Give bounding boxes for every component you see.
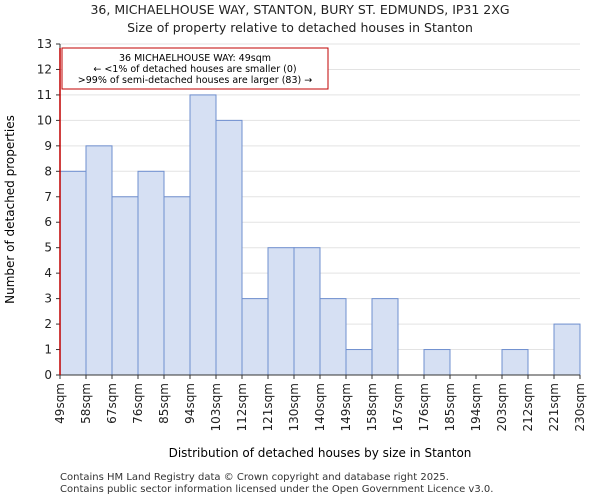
x-tick-label-130sqm: 130sqm [287,383,301,431]
x-tick-label-221sqm: 221sqm [547,383,561,431]
x-tick-label-230sqm: 230sqm [573,383,587,431]
y-tick-label-12: 12 [37,62,52,76]
bar-49sqm [59,170,87,376]
x-tick-label-121sqm: 121sqm [261,383,275,431]
y-tick-label-6: 6 [44,215,52,229]
chart-title: 36, MICHAELHOUSE WAY, STANTON, BURY ST. … [90,2,510,17]
footer-line-1: Contains HM Land Registry data © Crown c… [60,472,449,483]
bar-176sqm [423,349,451,376]
y-axis-label: Number of detached properties [3,115,17,304]
y-tick-label-2: 2 [44,317,52,331]
annotation-line-1: 36 MICHAELHOUSE WAY: 49sqm [119,53,271,64]
bar-203sqm [501,349,529,376]
x-tick-label-94sqm: 94sqm [183,383,197,424]
x-tick-label-167sqm: 167sqm [391,383,405,431]
bar-112sqm [241,298,269,376]
bar-76sqm [137,170,165,376]
bar-103sqm [215,119,243,376]
y-tick-label-3: 3 [44,292,52,306]
x-axis-ticks: 49sqm 58sqm 67sqm 76sqm 85sqm 94sqm 103sqm 112s… [53,375,587,431]
bar-140sqm [319,298,347,376]
bar-94sqm [189,94,217,376]
bar-149sqm [345,349,373,376]
x-tick-label-203sqm: 203sqm [495,383,509,431]
y-tick-label-10: 10 [37,113,52,127]
bar-121sqm [267,247,295,376]
footer-line-2: Contains public sector information licen… [60,484,494,495]
bar-85sqm [163,196,191,376]
annotation-line-2: ← <1% of detached houses are smaller (0) [93,64,296,75]
x-tick-label-76sqm: 76sqm [131,383,145,424]
annotation-line-3: >99% of semi-detached houses are larger … [78,75,312,86]
bar-58sqm [85,145,113,376]
annotation-box: 36 MICHAELHOUSE WAY: 49sqm ← <1% of deta… [61,47,329,90]
bar-67sqm [111,196,139,376]
bar-130sqm [293,247,321,376]
x-tick-label-176sqm: 176sqm [417,383,431,431]
x-tick-label-149sqm: 149sqm [339,383,353,431]
y-tick-label-1: 1 [44,343,52,357]
x-tick-label-103sqm: 103sqm [209,383,223,431]
x-tick-label-49sqm: 49sqm [53,383,67,424]
x-tick-label-112sqm: 112sqm [235,383,249,431]
bar-158sqm [371,298,399,376]
x-tick-label-194sqm: 194sqm [469,383,483,431]
y-tick-label-9: 9 [44,139,52,153]
y-tick-label-4: 4 [44,266,52,280]
y-tick-label-0: 0 [44,368,52,382]
y-tick-label-7: 7 [44,190,52,204]
x-tick-label-158sqm: 158sqm [365,383,379,431]
chart-subtitle: Size of property relative to detached ho… [127,20,473,35]
x-tick-label-140sqm: 140sqm [313,383,327,431]
x-axis-label: Distribution of detached houses by size … [169,446,472,460]
y-tick-label-5: 5 [44,241,52,255]
y-tick-label-13: 13 [37,37,52,51]
bar-221sqm [553,323,581,376]
y-tick-label-11: 11 [37,88,52,102]
x-tick-label-67sqm: 67sqm [105,383,119,424]
bars [59,94,581,376]
x-tick-label-85sqm: 85sqm [157,383,171,424]
y-tick-label-8: 8 [44,164,52,178]
x-tick-label-58sqm: 58sqm [79,383,93,424]
x-tick-label-212sqm: 212sqm [521,383,535,431]
x-tick-label-185sqm: 185sqm [443,383,457,431]
